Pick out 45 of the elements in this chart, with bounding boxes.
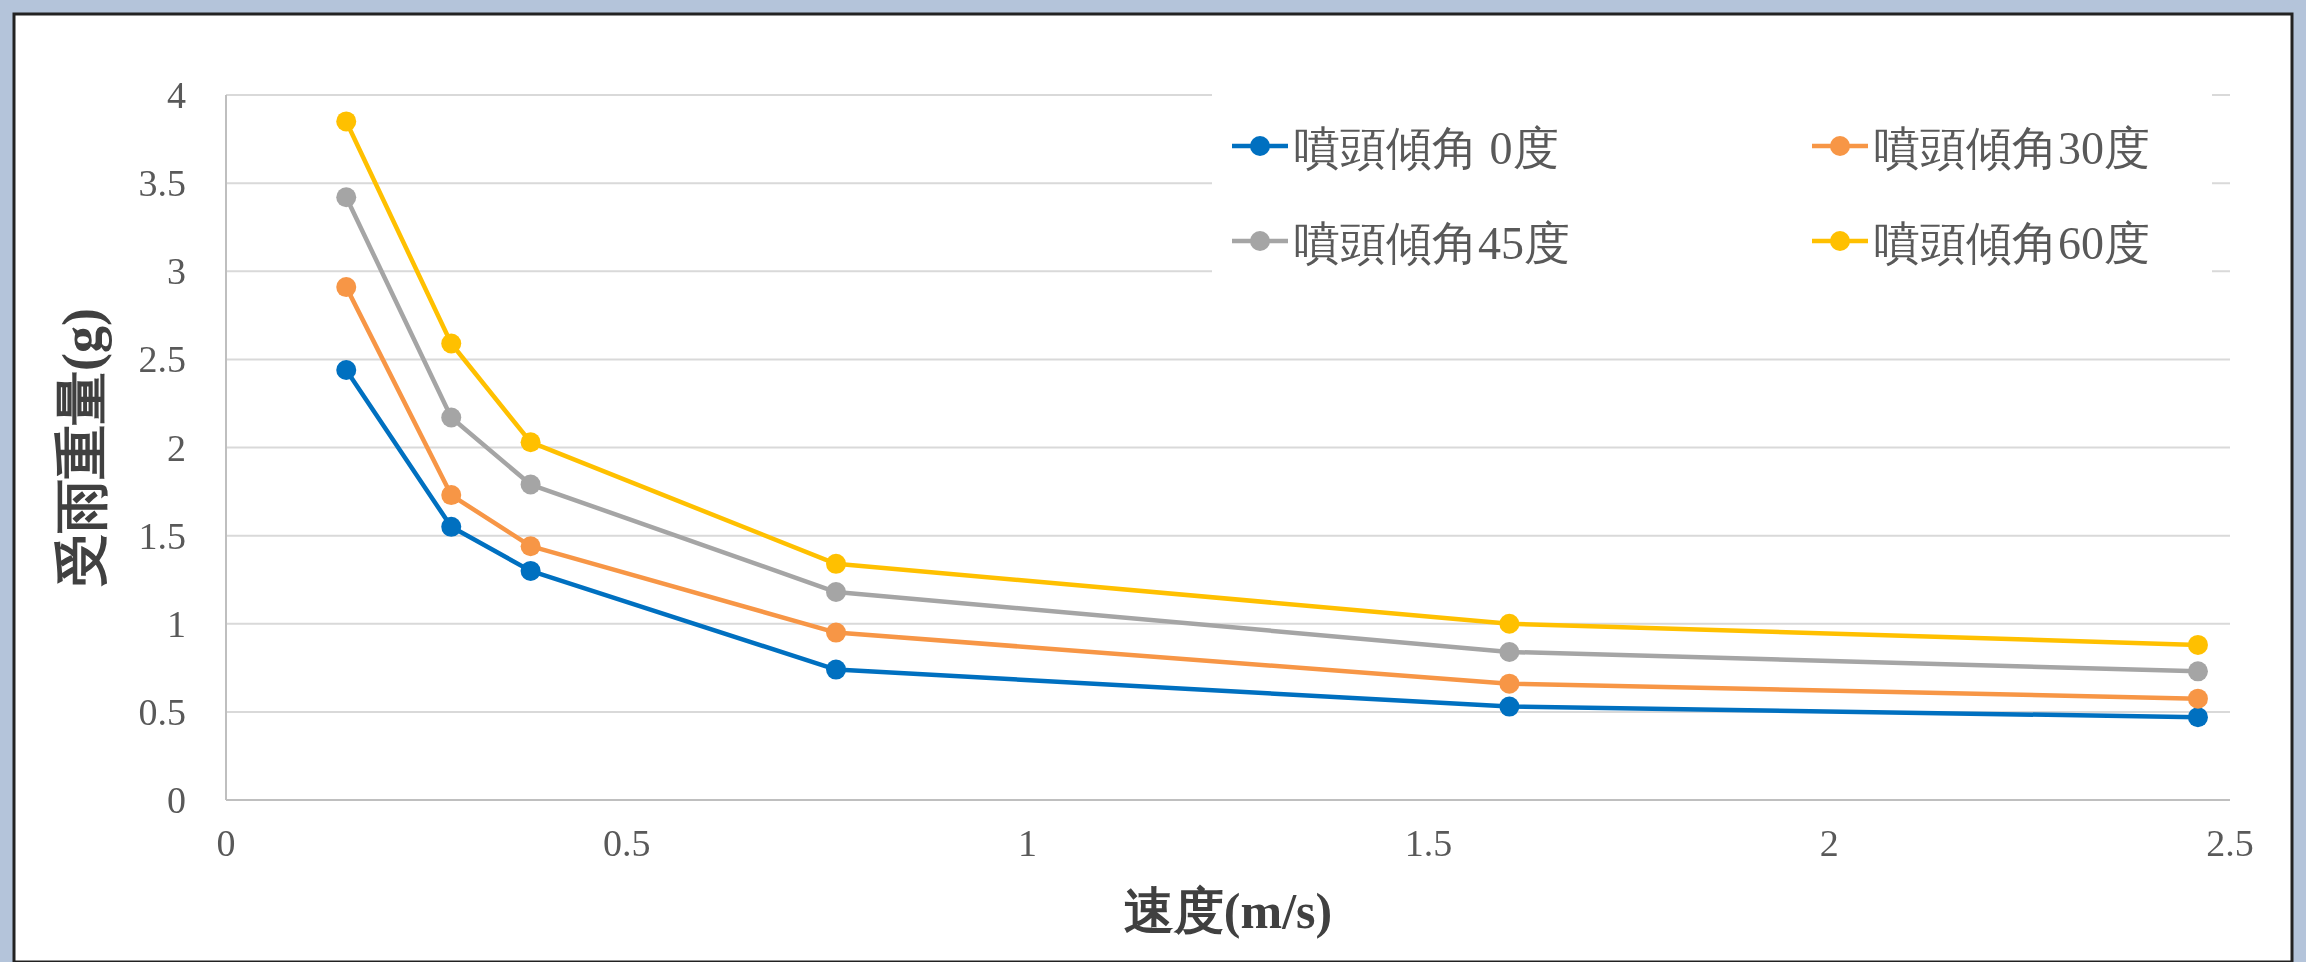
point <box>520 432 541 453</box>
x-tick-label: 2.5 <box>2206 822 2254 864</box>
point <box>2187 707 2208 728</box>
point <box>520 536 541 557</box>
point <box>441 516 462 537</box>
point <box>1499 641 1520 662</box>
point <box>441 407 462 428</box>
point <box>826 553 847 574</box>
point <box>336 111 357 132</box>
y-axis-title: 受雨重量(g) <box>52 308 112 587</box>
point <box>826 582 847 603</box>
point <box>2187 661 2208 682</box>
point <box>1499 696 1520 717</box>
point <box>2187 634 2208 655</box>
x-tick-label: 0 <box>216 822 236 864</box>
point <box>1499 673 1520 694</box>
legend-label: 噴頭傾角30度 <box>1874 123 2150 174</box>
legend-label: 噴頭傾角 0度 <box>1294 123 1559 174</box>
y-tick-label: 1.5 <box>138 514 186 557</box>
y-tick-label: 3 <box>167 250 186 293</box>
point <box>441 333 462 354</box>
legend-label: 噴頭傾角45度 <box>1294 218 1570 269</box>
point <box>336 187 357 208</box>
point <box>336 359 357 380</box>
x-tick-label: 1.5 <box>1404 822 1453 864</box>
y-tick-label: 1 <box>167 602 186 645</box>
point <box>520 474 541 495</box>
y-tick-label: 4 <box>167 74 186 116</box>
x-tick-label: 0.5 <box>603 822 651 864</box>
y-tick-label: 2.5 <box>138 338 186 381</box>
point <box>2187 688 2208 709</box>
legend-label: 噴頭傾角60度 <box>1874 218 2150 269</box>
x-axis-title: 速度(m/s) <box>1123 883 1333 939</box>
point <box>336 277 357 298</box>
y-tick-label: 0 <box>167 779 186 821</box>
y-tick-label: 3.5 <box>138 162 186 205</box>
point <box>826 622 847 643</box>
point <box>520 560 541 581</box>
x-tick-label: 1 <box>1018 822 1038 864</box>
point <box>441 485 462 506</box>
point <box>1499 613 1520 634</box>
x-tick-label: 2 <box>1819 822 1839 864</box>
y-tick-label: 2 <box>167 426 186 469</box>
y-tick-label: 0.5 <box>138 690 186 733</box>
point <box>826 659 847 680</box>
